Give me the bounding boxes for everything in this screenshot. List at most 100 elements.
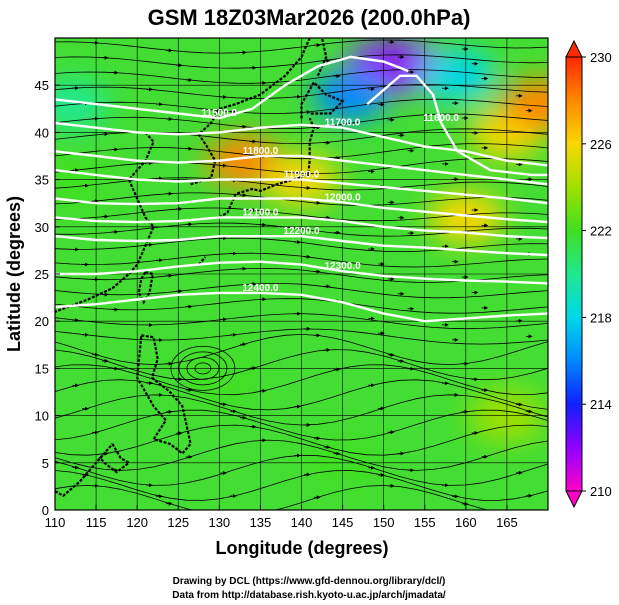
y-axis: 0 5 10 15 20 25 30 35 40 45 xyxy=(35,78,60,518)
y-tick-label: 35 xyxy=(35,173,49,188)
height-contour xyxy=(366,74,548,177)
contour-label: 11900.0 xyxy=(284,170,320,181)
x-tick-label: 160 xyxy=(455,515,477,530)
streamline xyxy=(55,454,548,486)
contour-label: 11600.0 xyxy=(423,113,459,124)
credit-data: Data from http://database.rish.kyoto-u.a… xyxy=(172,590,446,601)
coastline xyxy=(137,271,155,305)
streamline xyxy=(55,39,548,54)
x-tick-label: 125 xyxy=(167,515,189,530)
x-tick-label: 115 xyxy=(86,515,107,530)
contour-label: 12400.0 xyxy=(242,283,279,294)
colorbar-tick-label: 210 xyxy=(590,484,612,499)
colorbar: 210 214 218 222 226 230 xyxy=(565,39,612,509)
x-tick-label: 165 xyxy=(496,515,518,530)
contour-label: 12200.0 xyxy=(283,226,320,237)
x-axis-label: Longitude (degrees) xyxy=(215,538,388,558)
streamline xyxy=(55,394,548,426)
temperature-blob xyxy=(501,78,548,131)
wind-vortex xyxy=(186,356,220,380)
x-tick-label: 130 xyxy=(208,515,230,530)
height-contour xyxy=(55,169,548,205)
height-contour xyxy=(55,260,548,285)
streamline xyxy=(55,470,548,501)
contour-label: 11800.0 xyxy=(243,146,279,157)
streamline xyxy=(55,222,548,237)
y-tick-label: 5 xyxy=(42,456,49,471)
x-tick-label: 145 xyxy=(332,515,354,530)
height-contour xyxy=(55,291,548,323)
streamline xyxy=(55,328,548,345)
contour-label: 11500.0 xyxy=(202,108,238,119)
y-tick-label: 30 xyxy=(35,220,49,235)
contour-label: 12300.0 xyxy=(325,261,362,272)
streamline xyxy=(55,298,548,314)
wind-streamlines xyxy=(55,39,548,510)
streamline xyxy=(55,313,548,330)
x-tick-label: 155 xyxy=(414,515,436,530)
streamline xyxy=(55,54,548,69)
colorbar-tick-label: 214 xyxy=(590,397,612,412)
x-tick-label: 135 xyxy=(250,515,272,530)
wind-vortex xyxy=(178,351,228,386)
y-tick-label: 15 xyxy=(35,361,49,376)
y-axis-label: Latitude (degrees) xyxy=(4,196,24,352)
streamline xyxy=(55,424,548,456)
map-title: GSM 18Z03Mar2026 (200.0hPa) xyxy=(148,5,471,30)
contour-label: 12000.0 xyxy=(325,192,362,203)
coastline xyxy=(316,38,328,77)
y-tick-label: 25 xyxy=(35,267,49,282)
colorbar-min-arrow xyxy=(565,490,583,509)
streamline xyxy=(55,113,548,130)
colorbar-max-arrow xyxy=(565,39,583,58)
wind-vortex xyxy=(170,345,236,391)
plot-area: 11500.0 11600.0 11700.0 11800.0 11900.0 12000… xyxy=(55,38,548,510)
x-tick-label: 140 xyxy=(291,515,313,530)
y-tick-label: 40 xyxy=(35,125,49,140)
streamline xyxy=(55,379,548,411)
height-contour xyxy=(55,121,548,167)
streamline xyxy=(55,69,548,84)
contour-label: 11700.0 xyxy=(325,118,361,129)
streamline xyxy=(55,237,548,253)
height-contours: 11500.0 11600.0 11700.0 11800.0 11900.0 12000… xyxy=(55,55,548,323)
streamline xyxy=(55,349,548,381)
coastline xyxy=(55,452,106,498)
streamline xyxy=(55,143,548,160)
x-axis: 110 115 120 125 130 135 140 145 150 155 160 165 xyxy=(45,505,518,530)
streamline xyxy=(55,283,548,299)
contour-label: 12100.0 xyxy=(242,207,279,218)
y-tick-label: 45 xyxy=(35,78,49,93)
colorbar-scale xyxy=(565,56,583,492)
grid-lines xyxy=(55,38,548,510)
credit-drawing: Drawing by DCL (https://www.gfd-dennou.o… xyxy=(173,576,446,587)
temperature-field xyxy=(55,40,548,489)
x-tick-label: 150 xyxy=(373,515,395,530)
colorbar-tick-label: 222 xyxy=(590,224,612,239)
colorbar-tick-label: 226 xyxy=(590,137,612,152)
streamline xyxy=(55,84,548,99)
coastline xyxy=(300,80,345,119)
y-tick-label: 0 xyxy=(42,503,49,518)
wind-vortex xyxy=(194,362,212,375)
streamline xyxy=(55,158,548,174)
coastline xyxy=(218,117,315,219)
x-tick-label: 120 xyxy=(126,515,148,530)
colorbar-tick-label: 230 xyxy=(590,50,612,65)
x-tick-label: 110 xyxy=(45,515,66,530)
colorbar-ticks: 210 214 218 222 226 230 xyxy=(582,50,612,499)
height-contour xyxy=(55,235,548,257)
coastline xyxy=(136,334,192,455)
temperature-blob xyxy=(312,68,389,121)
height-contour xyxy=(55,216,548,240)
height-contour xyxy=(55,150,548,186)
height-contour xyxy=(55,55,409,120)
y-tick-label: 10 xyxy=(35,409,49,424)
colorbar-tick-label: 218 xyxy=(590,310,612,325)
coastline xyxy=(98,443,131,474)
streamline xyxy=(55,439,548,471)
y-tick-label: 20 xyxy=(35,314,49,329)
coastline xyxy=(190,38,311,186)
temperature-blob xyxy=(205,134,282,187)
